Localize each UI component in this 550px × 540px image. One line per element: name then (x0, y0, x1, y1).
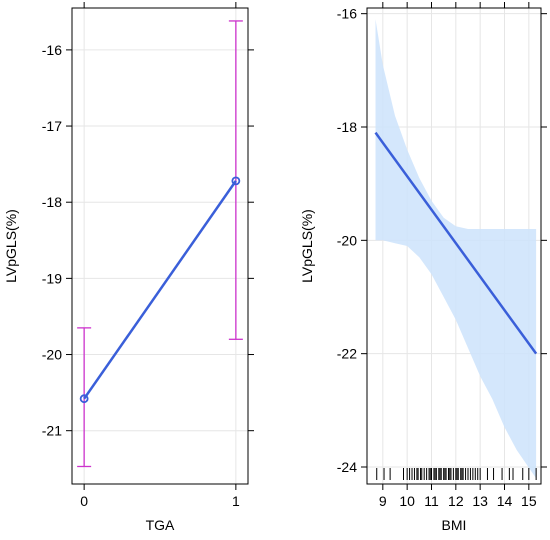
y-axis-title: LVpGLS(%) (299, 209, 315, 283)
y-tick-label: -21 (42, 423, 62, 439)
left-panel-tga: 0 1 -16 -17 -18 -19 -20 -21 TGA LVpGLS(%) (3, 2, 254, 533)
y-tick-label: -16 (42, 42, 62, 58)
x-tick-label: 12 (448, 493, 464, 509)
effect-line (83, 180, 237, 400)
y-tick-label: -18 (337, 119, 357, 135)
y-axis-title: LVpGLS(%) (3, 209, 19, 283)
x-axis-title: TGA (146, 517, 175, 533)
y-tick-label: -19 (42, 270, 62, 286)
x-tick-label: 10 (399, 493, 415, 509)
plot-frame (71, 7, 249, 485)
data-point (79, 394, 89, 404)
y-tick-label: -17 (42, 118, 62, 134)
confidence-band (375, 19, 537, 479)
plot-frame (366, 7, 542, 485)
y-tick-label: -20 (337, 232, 357, 248)
data-point (231, 176, 241, 186)
y-tick-label: -20 (42, 347, 62, 363)
x-tick-label: 14 (497, 493, 513, 509)
fit-line (374, 131, 538, 355)
x-tick-label: 15 (521, 493, 537, 509)
y-tick-label: -24 (337, 459, 357, 475)
x-axis-title: BMI (442, 517, 467, 533)
y-tick-label: -18 (42, 194, 62, 210)
x-tick-label: 0 (80, 493, 88, 509)
y-tick-label: -16 (337, 6, 357, 22)
x-tick-label: 13 (472, 493, 488, 509)
x-tick-label: 11 (424, 493, 439, 509)
x-tick-label: 1 (232, 493, 240, 509)
right-panel-bmi: 9 10 11 12 13 14 15 -16 -18 -20 -22 -24 BMI LVpGLS(%) (299, 2, 547, 533)
x-tick-label: 9 (379, 493, 387, 509)
y-tick-label: -22 (337, 346, 357, 362)
